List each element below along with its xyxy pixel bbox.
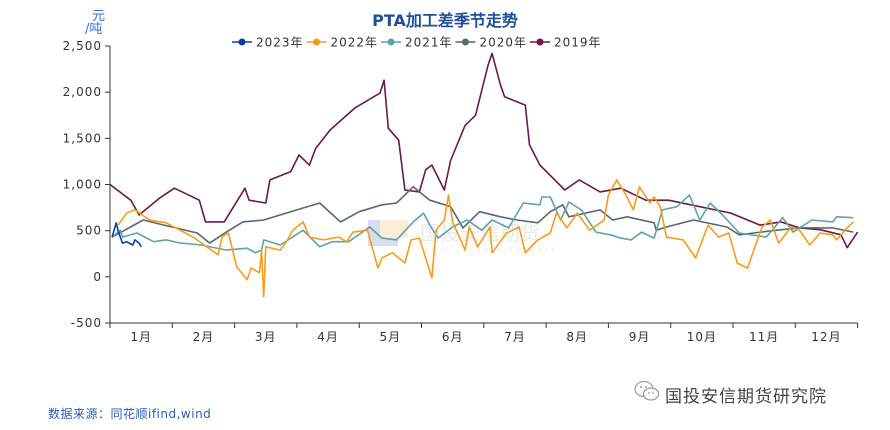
chart-title: PTA加工差季节走势 [372, 11, 518, 30]
series-lines [109, 52, 859, 298]
legend-label: 2023年 [256, 36, 304, 50]
x-tick-label: 1月 [130, 330, 152, 344]
x-tick-label: 8月 [566, 330, 588, 344]
legend-marker [238, 38, 246, 46]
legend-label: 2021年 [405, 36, 453, 50]
unit-yuan: 元 [92, 9, 105, 24]
watermark-logo-accent [380, 220, 408, 238]
legend-marker [313, 38, 320, 46]
data-source: 数据来源：同花顺ifind,wind [48, 407, 212, 421]
y-tick-label: 1,500 [63, 131, 102, 145]
x-tick-label: 7月 [504, 330, 526, 344]
y-tick-label: 2,000 [63, 85, 102, 99]
legend-item-2020: 2020年 [455, 36, 528, 50]
y-tick-label: 500 [76, 224, 102, 238]
legend-item-2021: 2021年 [381, 36, 453, 50]
series-line-2019 [109, 52, 859, 249]
series-line-2021 [111, 194, 854, 254]
watermark: 国投安信期货 SDIC ESSENCE FUTURES [368, 220, 559, 254]
legend-label: 2020年 [480, 36, 528, 50]
legend-item-2022: 2022年 [306, 36, 379, 50]
axes: 2,500 2,000 1,500 1,000 500 0 -500 1月 2月 3月 4月 5月 6月… [63, 39, 859, 344]
legend: 2023年 2022年 2021年 2020年 2019年 [232, 36, 602, 50]
watermark-subtext: SDIC ESSENCE FUTURES [425, 247, 559, 254]
x-tick-label: 4月 [317, 330, 339, 344]
x-tick-label: 10月 [687, 330, 717, 344]
y-tick-label: 2,500 [63, 39, 102, 53]
x-tick-label: 11月 [749, 330, 779, 344]
legend-marker [387, 38, 395, 46]
x-tick-label: 6月 [442, 330, 464, 344]
legend-item-2019: 2019年 [530, 36, 602, 50]
legend-item-2023: 2023年 [232, 36, 304, 50]
watermark-logo [368, 220, 398, 246]
unit-per-ton: /吨 [85, 22, 102, 37]
series-line-2023 [111, 222, 142, 248]
x-tick-label: 12月 [811, 330, 841, 344]
legend-marker [536, 38, 544, 46]
x-tick-label: 3月 [255, 330, 277, 344]
y-axis-unit: 元 /吨 [85, 9, 105, 37]
y-tick-label: 0 [93, 270, 102, 284]
legend-marker [462, 38, 469, 46]
x-tick-label: 5月 [380, 330, 402, 344]
y-tick-label: -500 [71, 316, 102, 330]
legend-label: 2019年 [554, 36, 602, 50]
wechat-icon [634, 380, 660, 401]
brand-name: 国投安信期货研究院 [665, 387, 827, 407]
series-line-2020 [111, 186, 854, 244]
legend-label: 2022年 [331, 36, 379, 50]
y-tick-label: 1,000 [63, 178, 102, 192]
x-tick-label: 2月 [193, 330, 215, 344]
series-line-2022 [117, 179, 854, 298]
x-tick-label: 9月 [629, 330, 651, 344]
